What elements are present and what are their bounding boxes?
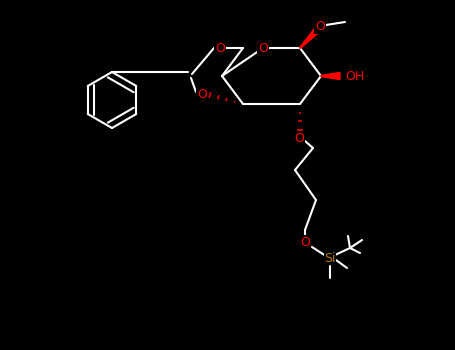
Text: O: O	[197, 89, 207, 101]
Text: O: O	[315, 21, 325, 34]
Text: O: O	[258, 42, 268, 55]
Text: Si: Si	[324, 252, 336, 265]
Polygon shape	[300, 25, 323, 48]
Polygon shape	[321, 72, 340, 79]
Text: O: O	[300, 236, 310, 248]
Text: O: O	[215, 42, 225, 55]
Text: OH: OH	[345, 70, 364, 83]
Text: O: O	[294, 132, 304, 145]
